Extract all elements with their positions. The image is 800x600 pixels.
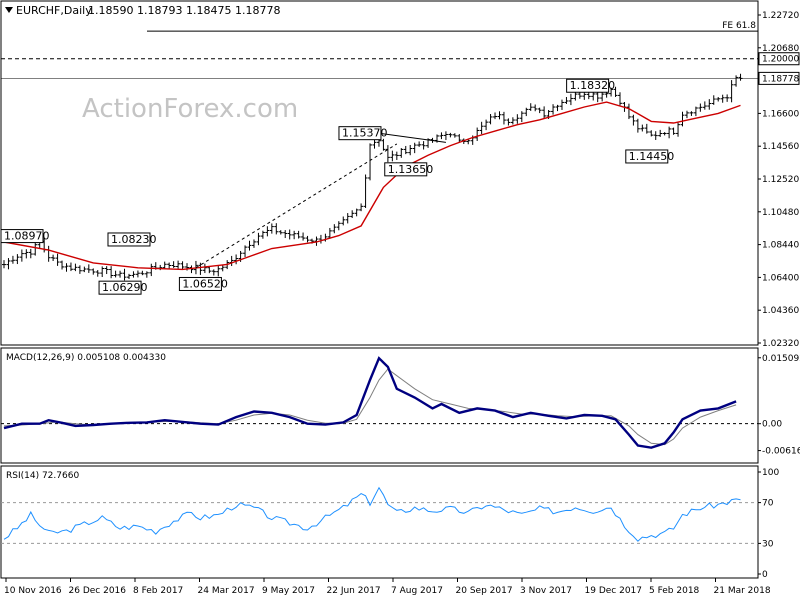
price-annotation-box [338, 126, 382, 141]
moving-average-line [3, 101, 741, 271]
rsi-line [3, 486, 741, 542]
collapse-triangle-icon[interactable] [5, 7, 13, 13]
price-annotation-box [178, 276, 222, 291]
time-axis: 10 Nov 2016 26 Dec 2016 8 Feb 2017 24 Mar 2… [4, 578, 771, 596]
time-tick-label: 26 Dec 2016 [69, 586, 127, 596]
time-tick-label: 21 Mar 2018 [714, 586, 771, 596]
macd-tick-label: -0.00616 [762, 447, 800, 457]
rsi-tick-label: 0 [762, 570, 768, 580]
time-tick-label: 7 Aug 2017 [391, 586, 443, 596]
price-annotation-box [384, 162, 428, 177]
price-annotation-box [107, 232, 151, 247]
price-annotation-box [625, 149, 669, 164]
time-tick-label: 20 Sep 2017 [456, 586, 513, 596]
rsi-title: RSI(14) 72.7660 [6, 471, 79, 481]
price-tick-label: 1.06400 [762, 273, 799, 283]
price-pane-frame [0, 0, 759, 346]
macd-line [3, 356, 737, 449]
price-annotation-label: 1.15370 [342, 127, 388, 140]
price-annotation-label: 1.06520 [182, 277, 228, 290]
price-annotation-box [98, 280, 142, 295]
last-price-box [758, 71, 800, 85]
time-tick-label: 8 Feb 2017 [133, 586, 183, 596]
macd-pane: 0.015092 0.00 -0.00616 [1, 354, 800, 457]
time-tick-label: 22 Jun 2017 [327, 586, 381, 596]
time-tick-label: 24 Mar 2017 [198, 586, 255, 596]
price-tick-label: 1.14560 [762, 142, 799, 152]
price-tick-label: 1.12520 [762, 175, 799, 185]
rsi-pane-frame [0, 465, 759, 579]
price-annotation-label: 1.06290 [102, 281, 148, 294]
rsi-pane: 100 70 30 0 [1, 468, 779, 580]
symbol-label: EURCHF,Daily [16, 4, 92, 17]
ohlc-readout: 1.18590 1.18793 1.18475 1.18778 [88, 4, 280, 17]
watermark: ActionForex.com [82, 94, 298, 124]
price-annotation-label: 1.08970 [4, 230, 50, 243]
last-price-label: 1.18778 [762, 74, 799, 84]
price-tick-label: 1.16600 [762, 109, 799, 119]
time-tick-label: 19 Dec 2017 [585, 586, 643, 596]
rsi-tick-label: 30 [762, 539, 774, 549]
macd-tick-label: 0.015092 [762, 354, 800, 364]
price-annotation-label: 1.14450 [629, 150, 675, 163]
price-marks [2, 73, 743, 281]
price-tick-label: 1.02320 [762, 339, 799, 349]
time-tick-label: 10 Nov 2016 [4, 586, 62, 596]
rsi-tick-label: 100 [762, 468, 779, 478]
price-tick-label: 1.04360 [762, 306, 799, 316]
level-lines: FE 61.8 1.20000 1.18778 [1, 21, 800, 85]
price-annotations: 1.08970 1.08230 1.06290 1.06520 1.15370 1.136… [0, 78, 675, 295]
price-annotation-box [566, 78, 610, 93]
price-tick-label: 1.10480 [762, 208, 799, 218]
price-annotation-box [0, 229, 44, 244]
macd-title: MACD(12,26,9) 0.005108 0.004330 [6, 353, 166, 363]
time-tick-label: 9 May 2017 [262, 586, 315, 596]
price-tick-label: 1.22720 [762, 11, 799, 21]
macd-tick-label: 0.00 [762, 420, 782, 430]
rsi-tick-label: 70 [762, 499, 774, 509]
fe-level-label: FE 61.8 [722, 21, 756, 31]
price-annotation-label: 1.08230 [111, 233, 156, 246]
wedge-trendline [378, 132, 446, 143]
time-tick-label: 5 Feb 2018 [649, 586, 700, 596]
round-level-label: 1.20000 [762, 55, 799, 65]
round-level-box [758, 52, 800, 66]
price-annotation-label: 1.13650 [388, 163, 434, 176]
time-tick-label: 3 Nov 2017 [520, 586, 572, 596]
price-tick-label: 1.20680 [762, 44, 799, 54]
dashed-trendline [195, 143, 398, 269]
price-tick-label: 1.08440 [762, 241, 799, 251]
macd-pane-frame [0, 347, 759, 464]
price-annotation-label: 1.18320 [570, 79, 616, 92]
